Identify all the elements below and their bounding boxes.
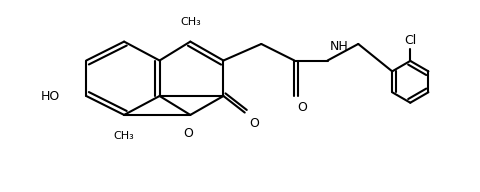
Text: NH: NH: [330, 41, 348, 53]
Text: CH₃: CH₃: [114, 132, 134, 142]
Text: HO: HO: [41, 89, 60, 103]
Text: CH₃: CH₃: [180, 17, 201, 27]
Text: O: O: [250, 117, 259, 130]
Text: Cl: Cl: [404, 34, 417, 47]
Text: O: O: [297, 101, 307, 114]
Text: O: O: [183, 127, 193, 140]
